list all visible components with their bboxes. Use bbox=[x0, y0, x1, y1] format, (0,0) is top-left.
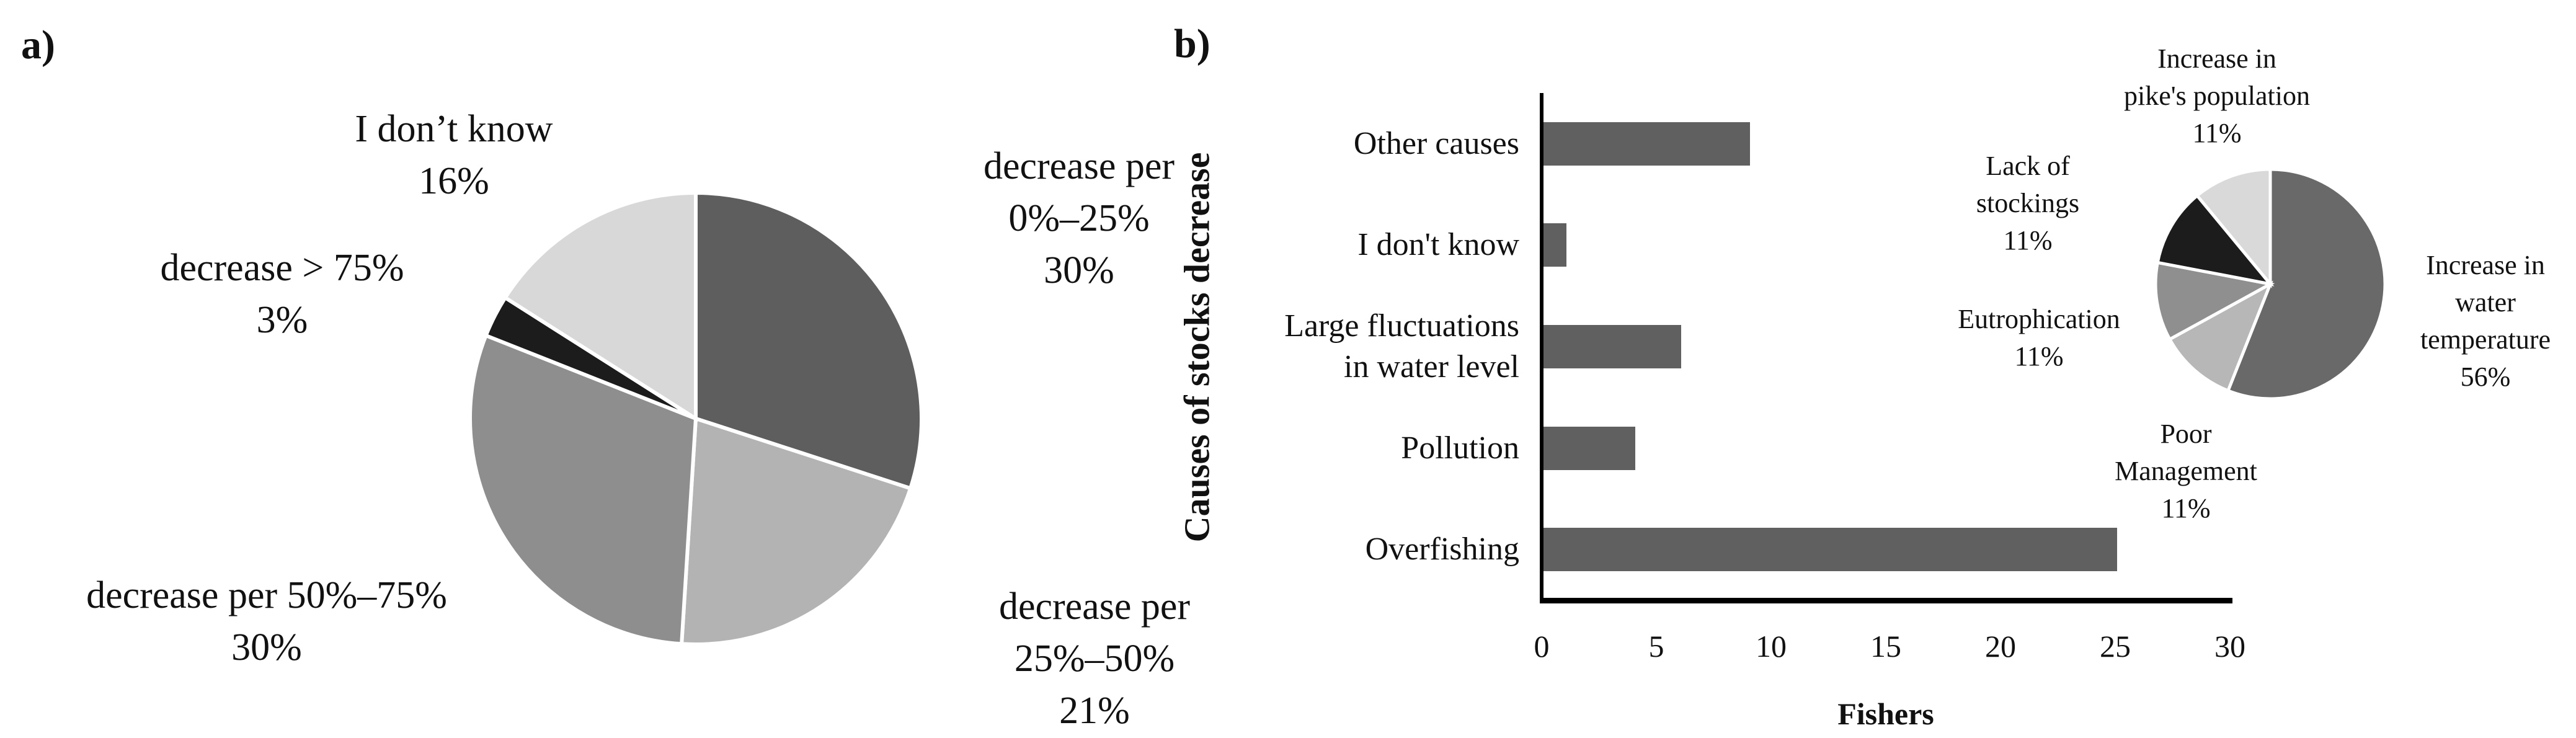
label-line: water bbox=[2455, 287, 2516, 318]
pie-slice bbox=[2226, 167, 2387, 401]
label-line: Overfishing bbox=[1365, 531, 1519, 567]
label-line: decrease per bbox=[983, 145, 1175, 187]
pie-slice bbox=[2154, 260, 2275, 342]
label-line: 30% bbox=[1044, 249, 1114, 291]
label-line: pike's population bbox=[2123, 81, 2310, 111]
pie-slice bbox=[694, 190, 923, 491]
label-line: Large fluctuations bbox=[1284, 308, 1519, 344]
bar-category-label: Overfishing bbox=[1215, 529, 1519, 570]
label-line: 56% bbox=[2460, 362, 2511, 392]
pie-a-label-decrease-gt-75: decrease > 75% 3% bbox=[109, 242, 456, 346]
label-line: 11% bbox=[2014, 341, 2064, 371]
label-line: Management bbox=[2115, 456, 2257, 486]
pie-chart-inset-causes bbox=[2154, 167, 2387, 401]
x-tick-label: 15 bbox=[1870, 629, 1901, 664]
pie-slice bbox=[2156, 193, 2275, 287]
pie-slice bbox=[2167, 280, 2273, 393]
x-tick-label: 25 bbox=[2100, 629, 2131, 664]
label-line: 16% bbox=[419, 160, 489, 202]
label-line: stockings bbox=[1976, 188, 2080, 218]
label-line: 11% bbox=[2161, 493, 2211, 523]
pie-a-label-decrease-50-75: decrease per 50%–75% 30% bbox=[50, 569, 484, 674]
bar-pollution bbox=[1543, 427, 1635, 470]
bar-overfishing bbox=[1543, 528, 2117, 571]
x-tick-label: 10 bbox=[1756, 629, 1787, 664]
bar-category-label: I don't know bbox=[1215, 225, 1519, 265]
pie-slice bbox=[502, 190, 698, 422]
x-axis-title: Fishers bbox=[1837, 696, 1934, 731]
label-line: Eutrophication bbox=[1958, 304, 2120, 334]
label-line: Increase in bbox=[2426, 250, 2545, 280]
panel-b-tag: b) bbox=[1174, 21, 1210, 66]
label-line: 0%–25% bbox=[1008, 197, 1150, 239]
bar-category-label: Pollution bbox=[1215, 428, 1519, 469]
label-line: decrease > 75% bbox=[160, 247, 404, 289]
y-axis-line bbox=[1540, 93, 1543, 603]
pie-slice bbox=[468, 333, 698, 646]
pie-b-label-water-temperature: Increase in water temperature 56% bbox=[2396, 247, 2575, 396]
label-line: Pollution bbox=[1401, 430, 1519, 466]
label-line: I don't know bbox=[1357, 227, 1519, 262]
label-line: Other causes bbox=[1353, 126, 1519, 161]
bar-large-fluctuations-in-water-level bbox=[1543, 325, 1681, 368]
label-line: temperature bbox=[2420, 324, 2551, 355]
pie-b-label-eutrophication: Eutrophication 11% bbox=[1934, 301, 2144, 375]
y-axis-title: Causes of stocks decrease bbox=[1176, 152, 1217, 543]
x-tick-label: 30 bbox=[2214, 629, 2245, 664]
bar-other-causes bbox=[1543, 122, 1750, 166]
pie-chart-stock-decrease bbox=[468, 190, 923, 646]
pie-a-label-decrease-25-50: decrease per 25%–50% 21% bbox=[890, 580, 1299, 737]
pie-b-label-pike-population: Increase in pike's population 11% bbox=[2093, 40, 2341, 152]
label-line: 30% bbox=[231, 626, 302, 669]
bar-i-don-t-know bbox=[1543, 223, 1566, 267]
label-line: 11% bbox=[2192, 118, 2242, 148]
bar-category-label: Large fluctuations in water level bbox=[1215, 306, 1519, 388]
label-line: 21% bbox=[1059, 690, 1130, 732]
label-line: Poor bbox=[2160, 419, 2212, 449]
label-line: 25%–50% bbox=[1014, 638, 1175, 680]
label-line: decrease per bbox=[998, 585, 1191, 628]
pie-a-label-dont-know: I don’t know 16% bbox=[299, 103, 609, 207]
label-line: 11% bbox=[2003, 225, 2053, 256]
pie-slice bbox=[2195, 167, 2272, 288]
x-tick-label: 5 bbox=[1648, 629, 1664, 664]
label-line: in water level bbox=[1344, 349, 1519, 385]
label-line: Lack of bbox=[1986, 151, 2070, 181]
label-line: decrease per 50%–75% bbox=[86, 574, 447, 616]
pie-b-label-lack-of-stockings: Lack of stockings 11% bbox=[1935, 148, 2121, 259]
pie-b-label-poor-management: Poor Management 11% bbox=[2087, 416, 2285, 527]
x-axis-line bbox=[1540, 598, 2232, 603]
bar-category-label: Other causes bbox=[1215, 123, 1519, 164]
x-tick-label: 20 bbox=[1985, 629, 2016, 664]
label-line: 3% bbox=[256, 299, 308, 341]
label-line: I don’t know bbox=[355, 108, 553, 150]
label-line: Increase in bbox=[2157, 43, 2276, 74]
pie-slice bbox=[679, 416, 913, 646]
pie-a-label-decrease-0-25: decrease per 0%–25% 30% bbox=[874, 140, 1284, 296]
x-tick-label: 0 bbox=[1534, 629, 1550, 664]
panel-a-tag: a) bbox=[21, 22, 55, 68]
